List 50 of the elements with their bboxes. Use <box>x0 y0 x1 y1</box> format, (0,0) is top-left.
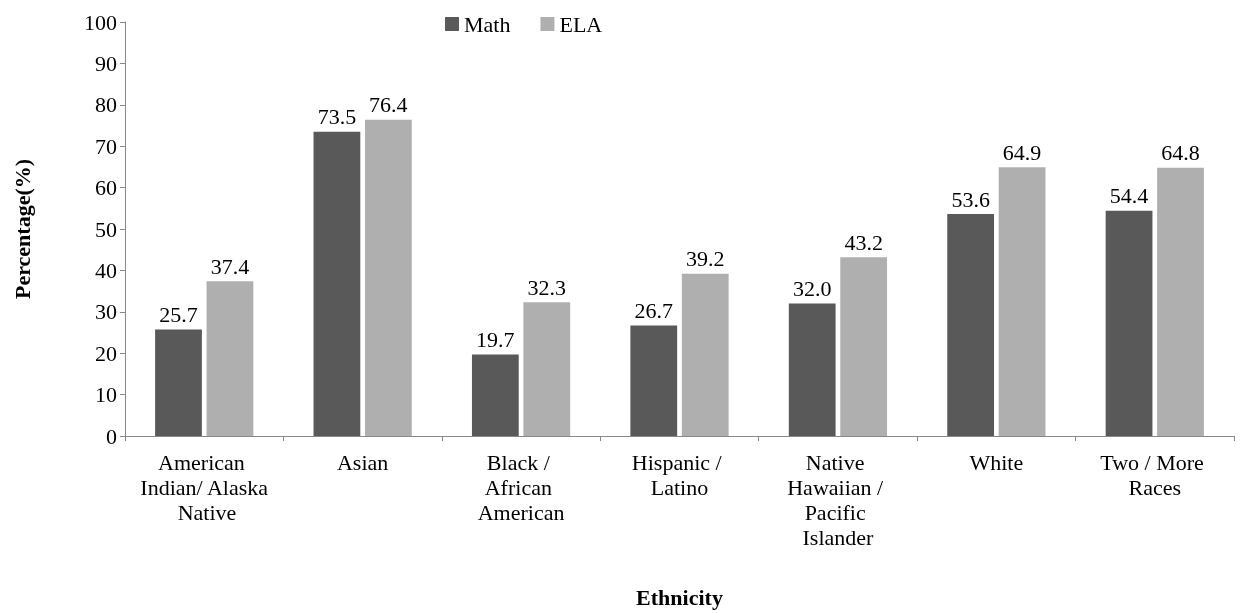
data-label: 76.4 <box>369 92 408 118</box>
data-label: 43.2 <box>844 229 883 255</box>
y-tick-label: 70 <box>95 133 117 159</box>
y-axis-title: Percentage(%) <box>9 158 35 300</box>
y-tick-label: 60 <box>95 175 117 201</box>
x-tick-label: White <box>969 450 1024 475</box>
bar <box>1157 167 1204 436</box>
data-label: 26.7 <box>634 297 674 323</box>
bar <box>364 119 412 436</box>
y-tick-label: 0 <box>106 423 117 449</box>
data-label: 64.9 <box>1002 139 1042 165</box>
data-label: 19.7 <box>476 326 515 352</box>
data-label: 54.4 <box>1109 183 1149 209</box>
bar <box>1105 210 1153 436</box>
x-tick-label: Hispanic / Latino <box>631 450 728 500</box>
x-tick-label: Black / African American <box>477 450 565 525</box>
legend-label: ELA <box>559 11 603 37</box>
bar <box>630 325 678 436</box>
x-axis-title: Ethnicity <box>636 584 723 610</box>
bar <box>788 303 836 436</box>
y-tick-label: 10 <box>95 382 117 408</box>
x-tick-label: Native Hawaiian / Pacific Islander <box>787 450 889 550</box>
y-tick-label: 100 <box>84 9 117 35</box>
bar <box>998 167 1046 436</box>
y-tick-label: 30 <box>95 299 117 325</box>
data-label: 32.3 <box>527 274 567 300</box>
data-label: 39.2 <box>685 246 725 272</box>
x-tick-label: Asian <box>336 450 389 475</box>
bar <box>155 329 202 436</box>
data-label: 73.5 <box>317 104 357 130</box>
data-label: 32.0 <box>792 276 832 302</box>
x-tick-label: Two / More Races <box>1100 450 1210 500</box>
data-label: 25.7 <box>159 302 198 328</box>
y-tick-label: 80 <box>95 92 117 118</box>
bar <box>206 281 254 436</box>
data-label: 53.6 <box>951 186 990 212</box>
legend-label: Math <box>464 11 511 37</box>
bar <box>840 257 888 436</box>
y-tick-label: 90 <box>95 50 117 76</box>
data-label: 37.4 <box>210 253 250 279</box>
bar <box>471 354 519 436</box>
bar <box>523 302 571 436</box>
bar <box>313 131 361 436</box>
x-tick-label: American Indian/ Alaska Native <box>140 450 269 525</box>
y-tick-label: 40 <box>95 257 117 283</box>
data-label: 64.8 <box>1161 140 1200 166</box>
y-tick-label: 20 <box>95 340 117 366</box>
y-tick-label: 50 <box>95 216 117 242</box>
bar <box>947 214 995 436</box>
bar <box>681 273 729 436</box>
